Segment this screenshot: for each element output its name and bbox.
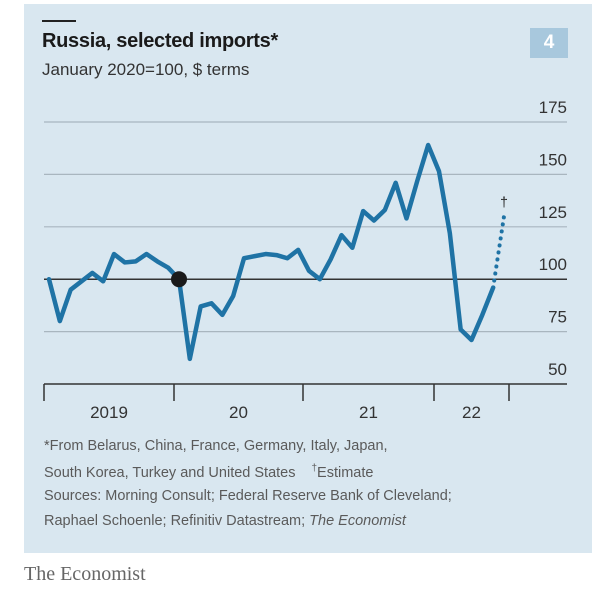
footnote-estimate: Estimate <box>317 464 374 481</box>
estimate-dagger: † <box>500 193 508 209</box>
chart-title: Russia, selected imports* <box>42 30 278 52</box>
footnote-sources-italic: The Economist <box>309 513 406 529</box>
footnote-sources: Sources: Morning Consult; Federal Reserv… <box>44 488 452 504</box>
dagger-mark: † <box>311 463 318 474</box>
y-tick-label-75: 75 <box>548 308 567 327</box>
footnote-countries-2: South Korea, Turkey and United States †Es… <box>44 463 373 481</box>
footnote-countries: *From Belarus, China, France, Germany, I… <box>44 438 388 454</box>
title-rule <box>42 20 76 22</box>
y-tick-label-150: 150 <box>539 150 567 169</box>
chart-number-badge: 4 <box>530 28 568 58</box>
x-tick-label-22: 22 <box>462 403 481 422</box>
x-tick-label-21: 21 <box>359 403 378 422</box>
x-tick-label-20: 20 <box>229 403 248 422</box>
economist-logo-text: The Economist <box>24 563 146 585</box>
y-tick-label-175: 175 <box>539 98 567 117</box>
jan-2020-marker <box>171 271 187 288</box>
y-tick-label-125: 125 <box>539 203 567 222</box>
y-tick-label-50: 50 <box>548 360 567 379</box>
footnote-sources-2: Raphael Schoenle; Refinitiv Datastream; … <box>44 513 406 529</box>
x-tick-label-2019: 2019 <box>90 403 128 422</box>
footnote-countries-cont: South Korea, Turkey and United States <box>44 464 296 481</box>
series-line-selected-imports <box>46 142 496 362</box>
estimate-dotted-line <box>491 214 506 290</box>
y-tick-label-100: 100 <box>539 255 567 274</box>
chart-subtitle: January 2020=100, $ terms <box>42 60 250 79</box>
footnote-sources-cont: Raphael Schoenle; Refinitiv Datastream; <box>44 513 310 529</box>
